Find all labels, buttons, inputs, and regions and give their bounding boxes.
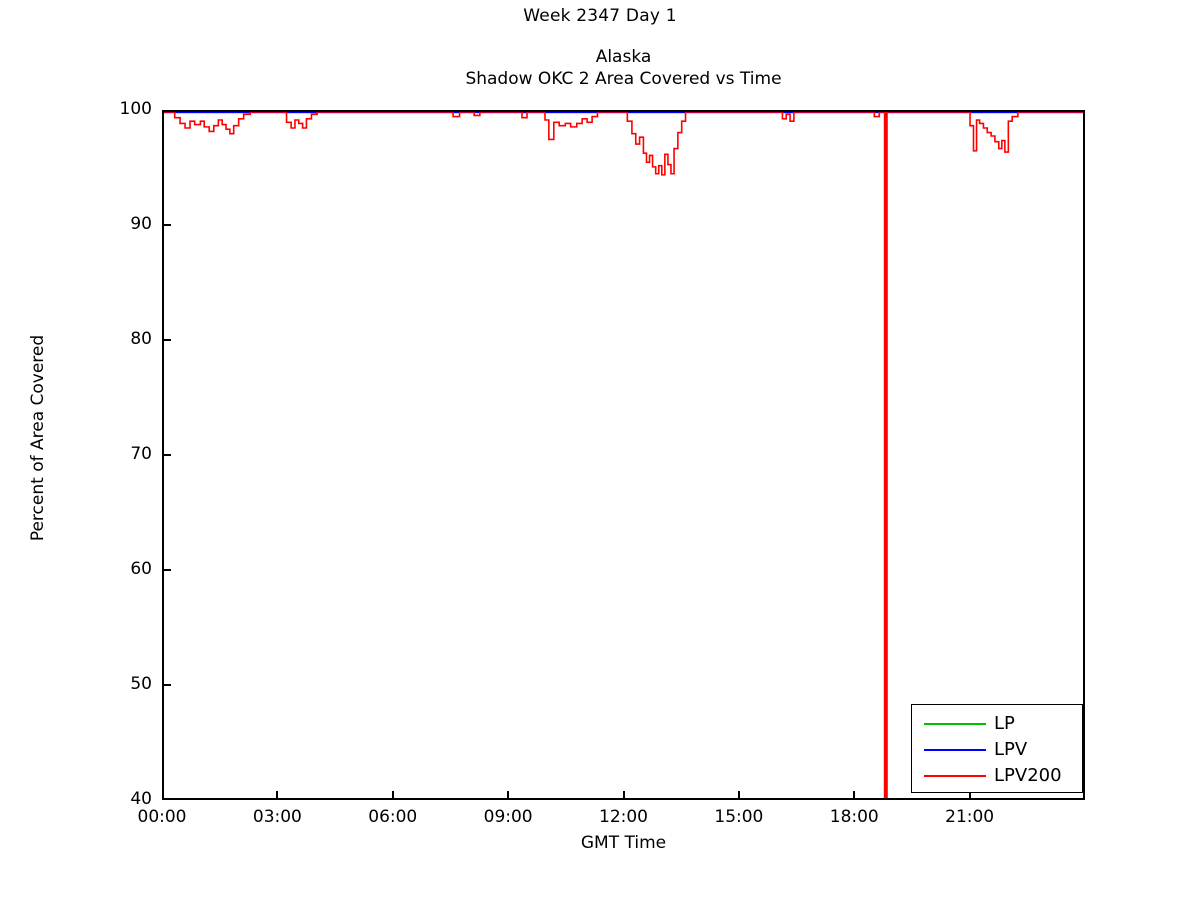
y-tick-label: 40 bbox=[130, 789, 152, 809]
x-tick-mark bbox=[391, 791, 394, 800]
figure-suptitle: Week 2347 Day 1 bbox=[523, 6, 677, 26]
legend-item-lpv[interactable]: LPV bbox=[912, 737, 1084, 763]
data-lines bbox=[164, 112, 1083, 798]
axes-title-line2: Shadow OKC 2 Area Covered vs Time bbox=[465, 69, 782, 89]
x-tick-label: 09:00 bbox=[483, 807, 533, 827]
axes-title-block: Alaska Shadow OKC 2 Area Covered vs Time bbox=[162, 46, 1085, 90]
x-tick-mark bbox=[622, 791, 625, 800]
x-tick-mark bbox=[507, 791, 510, 800]
y-tick-label: 100 bbox=[119, 99, 152, 119]
legend-swatch-lpv bbox=[924, 749, 986, 751]
legend-label-lpv200: LPV200 bbox=[994, 765, 1062, 786]
y-axis-label: Percent of Area Covered bbox=[28, 334, 48, 542]
y-tick-mark bbox=[162, 684, 171, 686]
x-tick-label: 03:00 bbox=[252, 807, 302, 827]
y-tick-label: 90 bbox=[130, 214, 152, 234]
series-line-lpv200 bbox=[164, 112, 1083, 175]
y-tick-label: 80 bbox=[130, 329, 152, 349]
legend-item-lp[interactable]: LP bbox=[912, 711, 1084, 737]
x-tick-label: 15:00 bbox=[714, 807, 764, 827]
legend-box: LP LPV LPV200 bbox=[911, 704, 1083, 793]
y-tick-mark bbox=[162, 339, 171, 341]
legend-swatch-lp bbox=[924, 723, 986, 725]
legend-item-lpv200[interactable]: LPV200 bbox=[912, 763, 1084, 789]
legend-label-lp: LP bbox=[994, 713, 1015, 734]
x-tick-mark bbox=[737, 791, 740, 800]
axes-title-line1: Alaska bbox=[595, 47, 652, 67]
x-tick-label: 06:00 bbox=[368, 807, 418, 827]
y-tick-mark bbox=[162, 224, 171, 226]
legend-label-lpv: LPV bbox=[994, 739, 1028, 760]
y-tick-mark bbox=[162, 454, 171, 456]
x-tick-label: 18:00 bbox=[829, 807, 879, 827]
y-tick-label: 60 bbox=[130, 559, 152, 579]
x-tick-mark bbox=[968, 791, 971, 800]
x-tick-mark bbox=[276, 791, 279, 800]
x-tick-label: 12:00 bbox=[599, 807, 648, 827]
y-tick-label: 50 bbox=[130, 674, 152, 694]
x-tick-label: 21:00 bbox=[945, 807, 995, 827]
y-tick-label: 70 bbox=[130, 444, 152, 464]
x-axis-label: GMT Time bbox=[580, 833, 667, 853]
legend-swatch-lpv200 bbox=[924, 775, 986, 777]
x-tick-mark bbox=[853, 791, 856, 800]
x-tick-label: 00:00 bbox=[137, 807, 187, 827]
y-tick-mark bbox=[162, 569, 171, 571]
plot-area bbox=[162, 110, 1085, 800]
